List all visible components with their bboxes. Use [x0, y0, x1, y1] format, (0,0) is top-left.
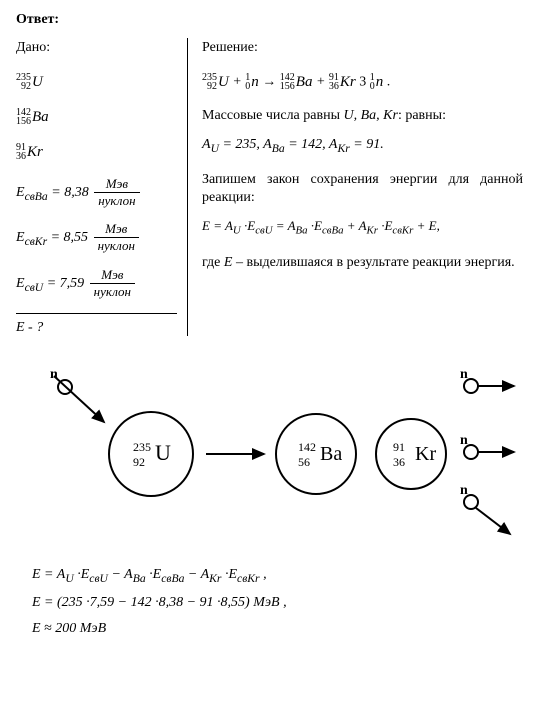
final-eq-1: E = AU ·EсвU − ABa ·EсвBa − AKr ·EсвKr ,	[32, 567, 523, 585]
E-U-lhs: EсвU = 7,59	[16, 276, 84, 291]
E-U: EсвU = 7,59 Мэвнуклон	[16, 268, 177, 300]
E-Ba-lhs: EсвBa = 8,38	[16, 185, 89, 200]
unknown-line: E - ?	[16, 313, 177, 336]
svg-text:Kr: Kr	[415, 443, 436, 465]
solution-column: Решение: 23592U + 10n → 142156Ba + 9136K…	[188, 38, 523, 336]
final-eq-3: E ≈ 200 МэВ	[32, 621, 523, 637]
svg-text:U: U	[155, 440, 171, 465]
given-label: Дано:	[16, 38, 177, 58]
svg-text:56: 56	[298, 455, 310, 469]
svg-text:36: 36	[393, 455, 405, 469]
reaction-equation: 23592U + 10n → 142156Ba + 9136Kr 3 10n .	[202, 72, 523, 93]
A-values: AU = 235, ABa = 142, AKr = 91.	[202, 135, 523, 157]
solution-label: Решение:	[202, 38, 523, 58]
energy-equation: E = AU ·EсвU = ABa ·EсвBa + AKr ·EсвKr +…	[202, 217, 523, 239]
mass-numbers-text: Массовые числа равны U, Ba, Kr: равны:	[202, 107, 523, 125]
svg-text:Ba: Ba	[320, 443, 342, 465]
answer-label: Ответ:	[16, 12, 523, 28]
svg-text:n: n	[460, 367, 468, 382]
nuclide-Ba: 142156Ba	[16, 107, 177, 128]
conservation-text: Запишем закон сохранения энергии для дан…	[202, 171, 523, 207]
svg-text:n: n	[50, 367, 58, 382]
fission-diagram: 23592 U 14256 Ba 9136 Kr n n n n	[16, 344, 523, 549]
svg-text:n: n	[460, 433, 468, 448]
given-column: Дано: 23592U 142156Ba 9136Kr EсвBa = 8,3…	[16, 38, 188, 336]
nuclide-U: 23592U	[16, 72, 177, 93]
svg-text:91: 91	[393, 440, 405, 454]
svg-text:142: 142	[298, 440, 316, 454]
E-Kr-lhs: EсвKr = 8,55	[16, 230, 88, 245]
E-Kr: EсвKr = 8,55 Мэвнуклон	[16, 222, 177, 254]
top-block: Дано: 23592U 142156Ba 9136Kr EсвBa = 8,3…	[16, 38, 523, 336]
E-Ba: EсвBa = 8,38 Мэвнуклон	[16, 177, 177, 209]
svg-text:92: 92	[133, 455, 145, 469]
svg-text:235: 235	[133, 440, 151, 454]
svg-text:n: n	[460, 483, 468, 498]
final-eq-2: E = (235 ·7,59 − 142 ·8,38 − 91 ·8,55) М…	[32, 595, 523, 611]
nuclide-Kr: 9136Kr	[16, 142, 177, 163]
where-line: где E – выделившаяся в результате реакци…	[202, 253, 523, 273]
